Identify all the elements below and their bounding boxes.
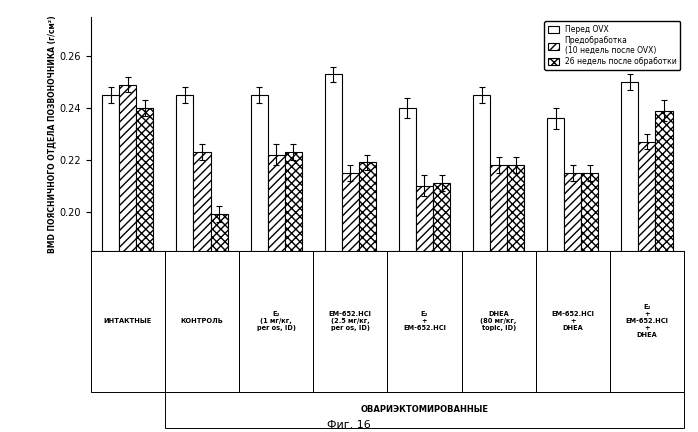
Bar [102,95,119,432]
Legend: Перед OVX, Предобработка
(10 недель после OVX), 26 недель после обработки: Перед OVX, Предобработка (10 недель посл… [544,21,681,70]
Text: E₂
+
EM-652.HCl
+
DHEA: E₂ + EM-652.HCl + DHEA [625,305,669,338]
Bar [267,155,285,432]
Text: ИНТАКТНЫЕ: ИНТАКТНЫЕ [104,318,152,324]
Bar [490,165,507,432]
Bar [342,173,359,432]
Bar [193,152,211,432]
Bar [119,85,136,432]
Bar [251,95,267,432]
Bar [211,214,228,432]
Bar [655,111,673,432]
Bar [507,165,524,432]
Y-axis label: BMD ПОЯСНИЧНОГО ОТДЕЛА ПОЗВОНОЧНИКА (г/см²): BMD ПОЯСНИЧНОГО ОТДЕЛА ПОЗВОНОЧНИКА (г/с… [47,15,57,253]
Text: КОНТРОЛЬ: КОНТРОЛЬ [181,318,223,324]
Bar [177,95,193,432]
Bar [639,142,655,432]
Bar [399,108,416,432]
Bar [285,152,302,432]
Text: Фиг. 16: Фиг. 16 [327,420,371,430]
Bar [416,186,433,432]
Bar [136,108,154,432]
Bar [547,118,564,432]
Bar [564,173,581,432]
Bar [581,173,598,432]
Text: E₂
+
EM-652.HCl: E₂ + EM-652.HCl [403,311,446,331]
Text: E₂
(1 мг/кг,
per os, ID): E₂ (1 мг/кг, per os, ID) [257,311,296,331]
Bar [433,183,450,432]
Bar [621,82,639,432]
Bar [325,74,342,432]
Bar [473,95,490,432]
Text: EM-652.HCl
(2.5 мг/кг,
per os, ID): EM-652.HCl (2.5 мг/кг, per os, ID) [329,311,372,331]
Text: ОВАРИЭКТОМИРОВАННЫЕ: ОВАРИЭКТОМИРОВАННЫЕ [360,406,489,414]
Text: DHEA
(80 мг/кг,
topic, ID): DHEA (80 мг/кг, topic, ID) [480,311,517,331]
Bar [359,162,376,432]
Text: EM-652.HCl
+
DHEA: EM-652.HCl + DHEA [551,311,594,331]
